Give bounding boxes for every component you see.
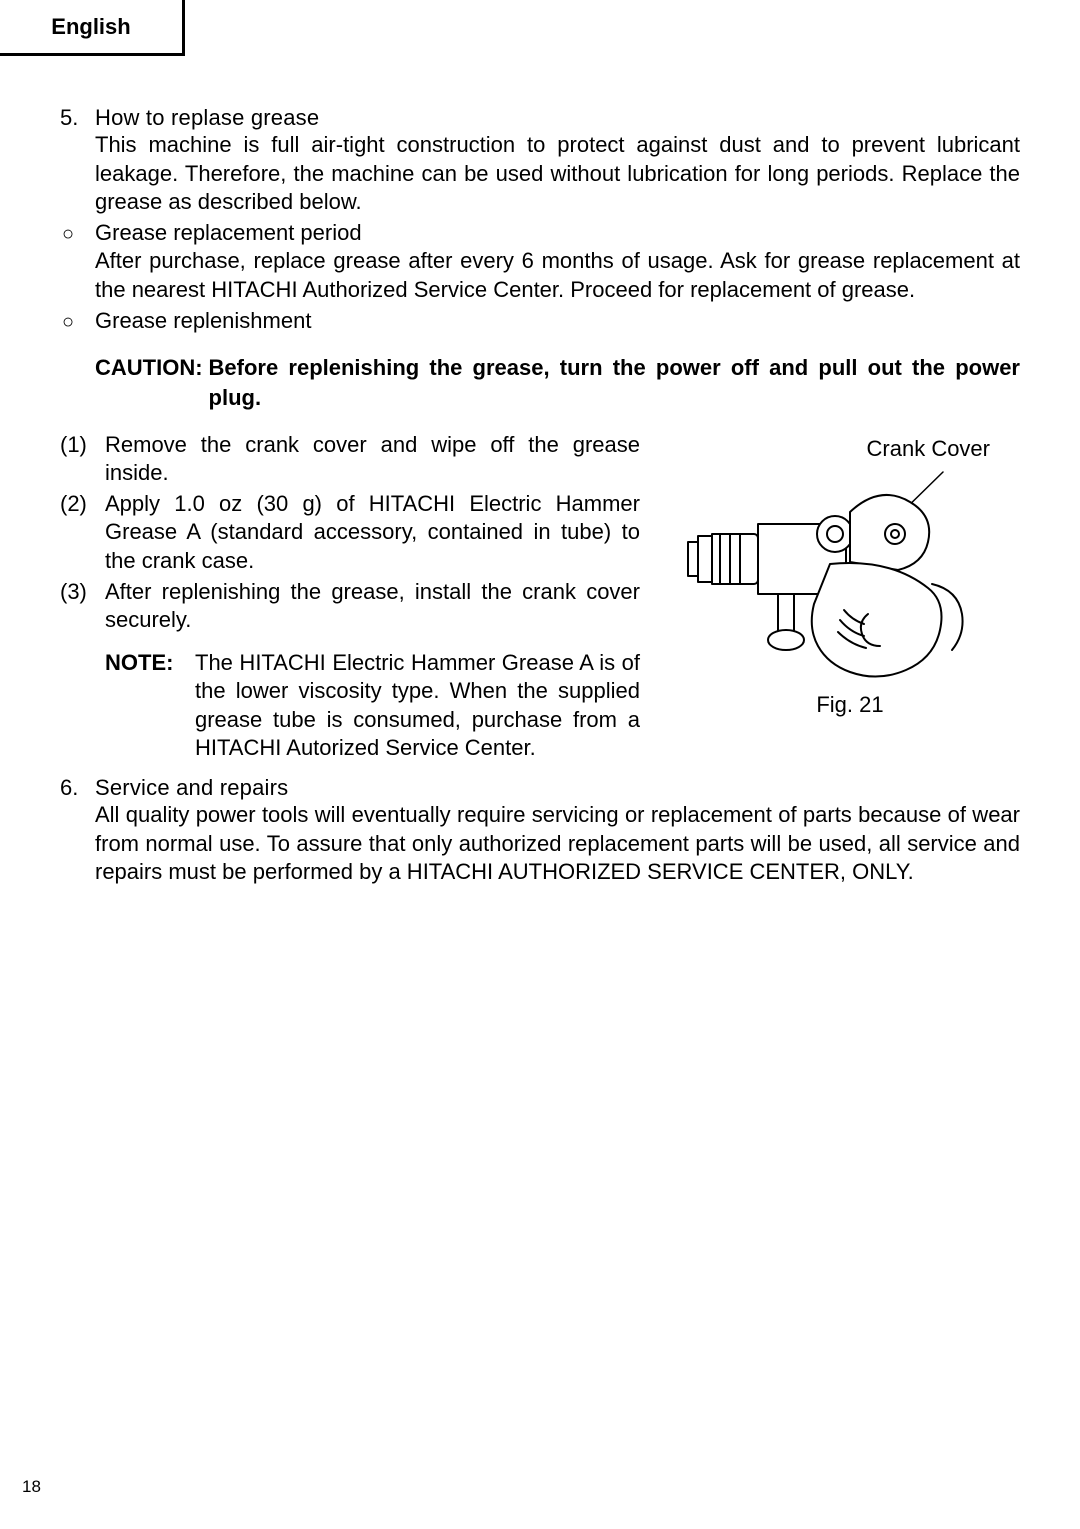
caution-block: CAUTION: Before replenishing the grease,…: [95, 353, 1020, 412]
step-number: (2): [60, 490, 105, 519]
bullet-title: Grease replenishment: [95, 307, 1020, 336]
section-heading-row: 5. How to replase grease: [60, 105, 1020, 131]
note-label: NOTE:: [105, 649, 195, 763]
page-number: 18: [22, 1477, 41, 1497]
hammer-drill-illustration: [680, 464, 1020, 684]
section-title: Service and repairs: [95, 775, 288, 801]
bullet-grease-period: ○ Grease replacement period: [60, 219, 1020, 248]
manual-page: English 5. How to replase grease This ma…: [0, 0, 1080, 1529]
section-number: 5.: [60, 105, 95, 131]
bullet-grease-replenish: ○ Grease replenishment: [60, 307, 1020, 336]
figure-caption: Fig. 21: [816, 692, 883, 718]
step-number: (1): [60, 431, 105, 460]
page-content: 5. How to replase grease This machine is…: [60, 105, 1020, 887]
figure-callout-label: Crank Cover: [867, 436, 990, 462]
bullet-body: After purchase, replace grease after eve…: [95, 247, 1020, 304]
step-text: Remove the crank cover and wipe off the …: [105, 431, 640, 488]
step-text: Apply 1.0 oz (30 g) of HITACHI Electric …: [105, 490, 640, 576]
language-tab: English: [0, 0, 185, 56]
step-text: After replenishing the grease, install t…: [105, 578, 640, 635]
bullet-circle-icon: ○: [60, 219, 95, 246]
note-block: NOTE: The HITACHI Electric Hammer Grease…: [105, 649, 640, 763]
section-heading-row: 6. Service and repairs: [60, 775, 1020, 801]
section-body: All quality power tools will eventually …: [95, 801, 1020, 887]
note-body: The HITACHI Electric Hammer Grease A is …: [195, 649, 640, 763]
caution-label: CAUTION:: [95, 353, 209, 412]
step-3: (3) After replenishing the grease, insta…: [60, 578, 640, 635]
section-intro: This machine is full air-tight construct…: [95, 131, 1020, 217]
bullet-title: Grease replacement period: [95, 219, 1020, 248]
step-number: (3): [60, 578, 105, 607]
step-1: (1) Remove the crank cover and wipe off …: [60, 431, 640, 488]
section-number: 6.: [60, 775, 95, 801]
section-title: How to replase grease: [95, 105, 319, 131]
caution-body: Before replenishing the grease, turn the…: [209, 353, 1020, 412]
figure-column: Crank Cover: [680, 431, 1020, 764]
steps-and-figure: (1) Remove the crank cover and wipe off …: [60, 431, 1020, 764]
step-2: (2) Apply 1.0 oz (30 g) of HITACHI Elect…: [60, 490, 640, 576]
steps-column: (1) Remove the crank cover and wipe off …: [60, 431, 640, 764]
language-label: English: [51, 14, 130, 40]
bullet-circle-icon: ○: [60, 307, 95, 334]
section-6: 6. Service and repairs All quality power…: [60, 775, 1020, 887]
section-5: 5. How to replase grease This machine is…: [60, 105, 1020, 763]
